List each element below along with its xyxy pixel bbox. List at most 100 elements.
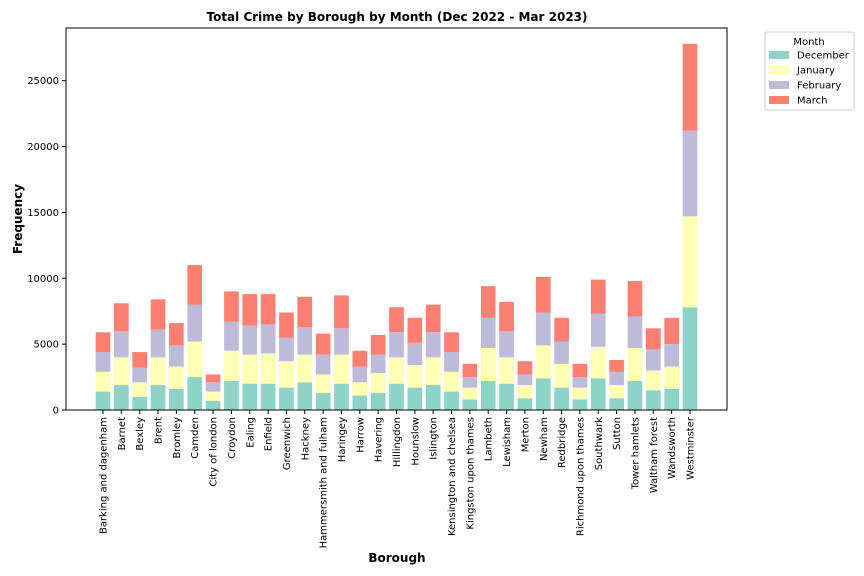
x-tick-label: Waltham forest: [649, 417, 660, 493]
bar-greenwich-february: [279, 337, 294, 362]
bar-hammersmith-and-fulham-january: [315, 374, 331, 393]
bar-hammersmith-and-fulham-february: [315, 354, 331, 375]
bar-wandsworth-february: [664, 344, 679, 367]
x-tick-label: Enfield: [264, 417, 275, 451]
bar-camden-march: [187, 265, 203, 305]
x-tick-label: Newham: [539, 417, 550, 461]
bar-enfield-december: [260, 383, 276, 410]
x-tick-label: Bexley: [135, 417, 146, 451]
bar-hackney-march: [297, 296, 313, 328]
x-tick-label: Greenwich: [282, 417, 293, 470]
x-tick-label: Hounslow: [410, 417, 421, 466]
bar-bromley-february: [169, 345, 184, 367]
bar-lewisham-february: [499, 330, 514, 358]
bar-hounslow-march: [407, 317, 423, 343]
bar-southwark-february: [590, 313, 606, 347]
x-tick-label: Camden: [190, 417, 201, 459]
bar-barking-and-dagenham-march: [95, 332, 111, 353]
bar-waltham-forest-march: [645, 328, 661, 350]
bar-islington-march: [425, 304, 441, 333]
bar-barnet-january: [114, 357, 129, 385]
bar-hackney-december: [297, 382, 313, 410]
bar-city-of-london-december: [205, 400, 221, 410]
bar-harrow-december: [352, 395, 368, 410]
bar-southwark-january: [590, 346, 606, 379]
bar-brent-february: [150, 329, 166, 358]
bar-newham-march: [535, 276, 551, 313]
bar-islington-december: [425, 384, 441, 410]
x-tick-label: Harrow: [355, 417, 366, 453]
bar-brent-december: [150, 384, 166, 410]
bar-haringey-march: [334, 295, 349, 329]
bar-kensington-and-chelsea-february: [444, 352, 459, 372]
bar-haringey-february: [334, 328, 349, 355]
bar-barking-and-dagenham-february: [95, 352, 111, 372]
bar-southwark-march: [590, 279, 606, 314]
bar-harrow-january: [352, 382, 368, 396]
bar-sutton-december: [609, 398, 624, 410]
bar-bromley-december: [169, 388, 184, 410]
bar-tower-hamlets-february: [627, 316, 643, 349]
y-axis: 0 5000 10000 15000 20000 25000: [27, 76, 66, 417]
bar-greenwich-march: [279, 312, 294, 338]
bar-islington-february: [425, 332, 441, 358]
bar-city-of-london-march: [205, 374, 221, 383]
bar-croydon-march: [224, 291, 239, 322]
x-tick-label: Richmond upon thames: [575, 417, 586, 536]
bar-havering-january: [370, 373, 386, 393]
x-tick-label: Barking and dagenham: [99, 417, 110, 534]
bar-newham-february: [535, 312, 551, 346]
y-tick-label: 20000: [27, 142, 59, 153]
y-tick-label: 10000: [27, 274, 59, 285]
x-tick-label: Havering: [374, 417, 385, 462]
bar-kensington-and-chelsea-january: [444, 371, 459, 392]
bar-newham-january: [535, 345, 551, 379]
bar-merton-january: [517, 384, 533, 399]
legend-label-march: March: [797, 96, 827, 107]
legend-items: December January February March: [769, 51, 850, 107]
legend-swatch-january: [769, 66, 789, 74]
bar-wandsworth-march: [664, 317, 679, 345]
bar-wandsworth-december: [664, 388, 679, 410]
bar-barking-and-dagenham-december: [95, 391, 111, 410]
x-tick-label: Haringey: [337, 417, 348, 462]
bar-tower-hamlets-march: [627, 280, 643, 317]
legend-swatch-december: [769, 51, 789, 59]
bar-richmond-upon-thames-february: [572, 377, 588, 388]
bar-wandsworth-january: [664, 366, 679, 389]
bar-redbridge-january: [554, 363, 569, 388]
bar-richmond-upon-thames-march: [572, 363, 588, 378]
legend-label-january: January: [796, 66, 835, 77]
legend: Month December January February March: [764, 31, 855, 111]
bar-lambeth-march: [480, 286, 496, 318]
legend-swatch-march: [769, 96, 789, 104]
bar-richmond-upon-thames-january: [572, 387, 588, 400]
bar-southwark-december: [590, 378, 606, 410]
bar-hackney-february: [297, 327, 313, 355]
bar-ealing-march: [242, 294, 258, 326]
bar-redbridge-february: [554, 341, 569, 364]
x-tick-label: Sutton: [612, 417, 623, 450]
bar-croydon-january: [224, 350, 239, 382]
x-tick-label: Kingston upon thames: [465, 417, 476, 530]
x-tick-label: Westminster: [686, 416, 697, 480]
bar-kingston-upon-thames-december: [462, 399, 478, 410]
bar-greenwich-january: [279, 361, 294, 388]
x-axis: Barking and dagenham Barnet Bexley Brent Bro…: [99, 410, 697, 548]
bar-newham-december: [535, 378, 551, 410]
bar-camden-february: [187, 304, 203, 342]
bar-barnet-march: [114, 303, 129, 331]
plot-frame: [65, 27, 728, 411]
bar-richmond-upon-thames-december: [572, 399, 588, 410]
bar-kingston-upon-thames-january: [462, 387, 478, 400]
bar-lambeth-february: [480, 317, 496, 349]
bar-camden-january: [187, 341, 203, 378]
bar-sutton-january: [609, 384, 624, 399]
bar-havering-december: [370, 392, 386, 410]
bar-westminster-march: [682, 43, 698, 131]
bar-kingston-upon-thames-february: [462, 377, 478, 388]
bar-westminster-february: [682, 130, 698, 217]
bar-ealing-december: [242, 383, 258, 410]
bar-kensington-and-chelsea-december: [444, 391, 459, 410]
bar-haringey-december: [334, 383, 349, 410]
